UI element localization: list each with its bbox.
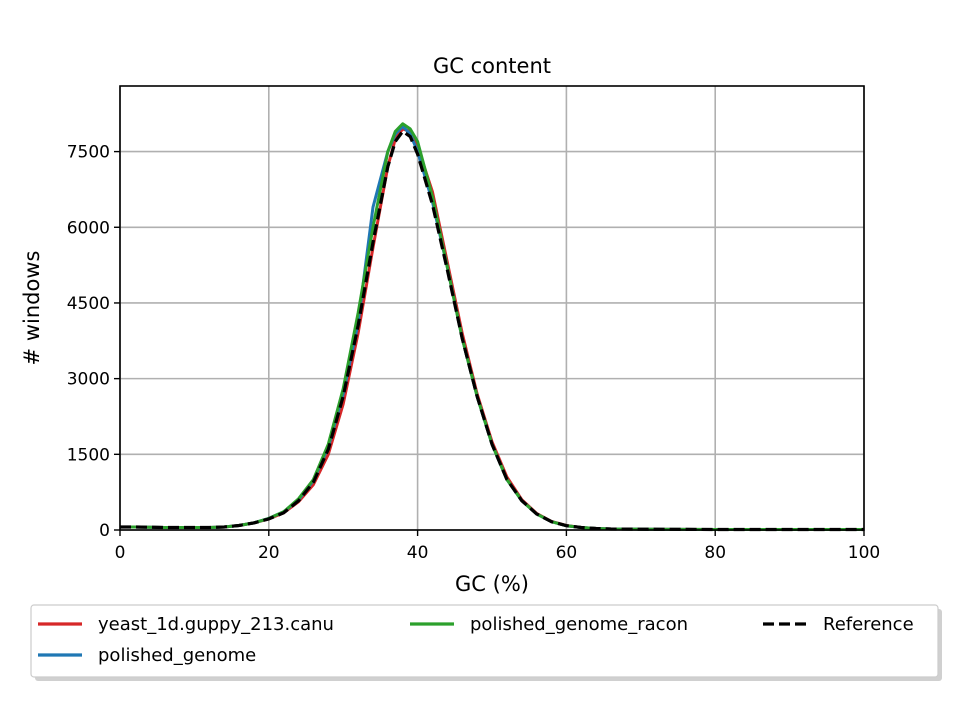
y-tick-label: 7500 <box>67 143 110 163</box>
plot-frame <box>119 85 865 531</box>
y-tick-label: 3000 <box>67 370 110 390</box>
legend-items: yeast_1d.guppy_213.canu polished_genome po… <box>38 614 914 666</box>
series-line-1 <box>120 124 864 531</box>
legend-box <box>30 604 939 678</box>
y-tick-label: 0 <box>99 521 110 541</box>
series-lines <box>120 122 864 532</box>
y-tick-label: 6000 <box>67 218 110 238</box>
series-line-2 <box>120 122 864 531</box>
chart-title: GC content <box>433 54 551 78</box>
x-tick-label: 0 <box>115 543 126 563</box>
x-tick-label: 40 <box>407 543 429 563</box>
series-line-0 <box>120 127 864 531</box>
y-axis-label: # windows <box>20 251 44 366</box>
legend-label-0: yeast_1d.guppy_213.canu <box>98 614 334 635</box>
legend-label-3: Reference <box>823 614 914 635</box>
x-tick-label: 20 <box>258 543 280 563</box>
x-tick-label: 60 <box>556 543 578 563</box>
x-tick-label: 100 <box>848 543 880 563</box>
y-axis-ticks: 0 1500 3000 4500 6000 7500 <box>67 143 120 541</box>
y-tick-label: 1500 <box>67 445 110 465</box>
legend-label-1: polished_genome <box>98 645 256 666</box>
x-tick-label: 80 <box>704 543 726 563</box>
x-axis-label: GC (%) <box>455 572 529 596</box>
series-line-3 <box>120 129 864 532</box>
legend-label-2: polished_genome_racon <box>470 614 688 635</box>
x-axis-ticks: 0 20 40 60 80 100 <box>115 530 880 563</box>
legend: yeast_1d.guppy_213.canu polished_genome po… <box>30 604 942 681</box>
grid-lines <box>119 86 865 531</box>
y-tick-label: 4500 <box>67 294 110 314</box>
